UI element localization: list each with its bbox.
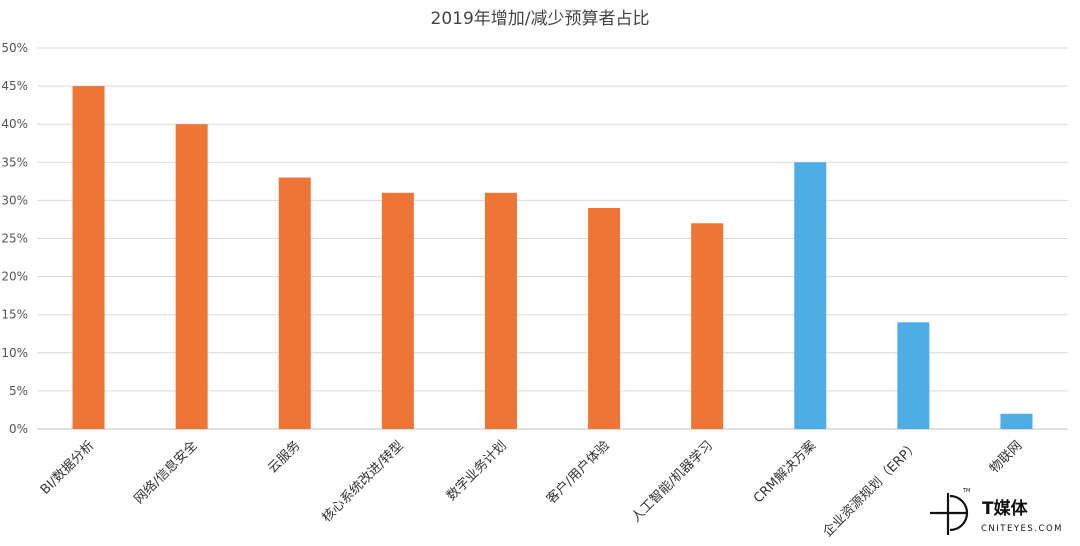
y-tick-label: 25%: [1, 232, 28, 246]
bar-7: [691, 223, 724, 429]
y-tick-label: 35%: [1, 155, 28, 169]
x-tick-label: CRM解决方案: [750, 438, 819, 507]
y-tick-label: 15%: [1, 308, 28, 322]
bar-2: [175, 124, 208, 429]
x-tick-label: 企业资源规划（ERP）: [820, 438, 923, 541]
bars: [72, 86, 1033, 430]
y-tick-label: 5%: [9, 384, 28, 398]
bar-5: [484, 192, 517, 429]
y-tick-label: 40%: [1, 117, 28, 131]
logo-mark-arc: [949, 494, 969, 532]
x-tick-label: BI/数据分析: [38, 438, 97, 497]
y-tick-label: 0%: [9, 422, 28, 436]
x-tick-label: 网络/信息安全: [131, 438, 201, 508]
y-tick-label: 20%: [1, 270, 28, 284]
bar-8: [794, 162, 827, 430]
bar-4: [381, 192, 414, 429]
logo-brand-text: T媒体: [982, 498, 1029, 519]
x-tick-label: 客户/用户体验: [543, 438, 613, 508]
bar-9: [897, 322, 930, 429]
bar-6: [588, 208, 621, 429]
logo-site-text: CNITEYES.COM: [981, 524, 1063, 534]
y-tick-label: 50%: [1, 41, 28, 55]
grid-lines: [37, 47, 1068, 430]
x-tick-label: 云服务: [265, 438, 304, 477]
bar-1: [72, 86, 105, 429]
logo-tm: TM: [962, 488, 970, 494]
x-tick-label: 人工智能/机器学习: [628, 438, 716, 526]
y-tick-label: 10%: [1, 346, 28, 360]
y-axis-ticks: 0% 5% 10% 15% 20% 25% 30% 35% 40% 45% 50%: [1, 41, 28, 436]
x-axis-labels: BI/数据分析 网络/信息安全 云服务 核心系统改进/转型 数字业务计划 客户/用户体验人…: [38, 438, 1025, 541]
y-tick-label: 45%: [1, 79, 28, 93]
bar-10: [1000, 413, 1033, 429]
bar-3: [278, 177, 311, 429]
x-tick-label: 物联网: [987, 438, 1025, 476]
y-tick-label: 30%: [1, 193, 28, 207]
brand-watermark: TM T媒体 CNITEYES.COM: [930, 488, 1063, 535]
x-tick-label: 核心系统改进/转型: [319, 438, 406, 525]
x-tick-label: 数字业务计划: [443, 438, 509, 504]
chart-title: 2019年增加/减少预算者占比: [431, 9, 650, 29]
